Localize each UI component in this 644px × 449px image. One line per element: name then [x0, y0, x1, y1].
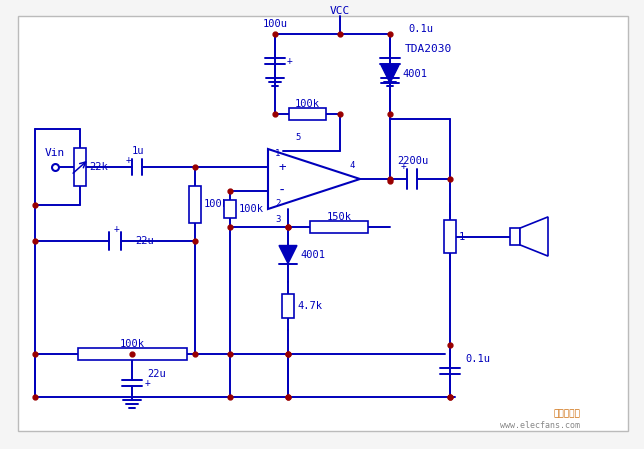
Text: 2: 2: [275, 199, 280, 208]
Text: 1: 1: [275, 150, 280, 158]
Bar: [78, 348, 187, 360]
Text: 150k: 150k: [327, 212, 352, 222]
Bar: [444, 220, 456, 253]
Text: +: +: [144, 378, 151, 388]
Text: 100k: 100k: [120, 339, 145, 349]
Text: Vin: Vin: [45, 148, 65, 158]
Text: 22u: 22u: [135, 236, 154, 246]
Polygon shape: [268, 149, 360, 209]
Text: 4.7k: 4.7k: [297, 301, 322, 311]
Text: +: +: [287, 56, 293, 66]
Text: +: +: [401, 161, 406, 171]
Text: 电子发烧友: 电子发烧友: [553, 409, 580, 418]
Polygon shape: [381, 65, 399, 83]
Bar: [289, 108, 326, 120]
Text: 1u: 1u: [131, 146, 144, 156]
Text: 100k: 100k: [204, 199, 229, 209]
Text: 100k: 100k: [239, 204, 264, 214]
Text: www.elecfans.com: www.elecfans.com: [500, 421, 580, 430]
Text: 3: 3: [275, 215, 280, 224]
Text: 2200u: 2200u: [397, 156, 428, 166]
Text: 5: 5: [296, 132, 301, 141]
Text: 0.1u: 0.1u: [408, 24, 433, 34]
Text: 100k: 100k: [295, 99, 320, 109]
Bar: [310, 221, 368, 233]
Text: +: +: [126, 155, 131, 165]
Text: VCC: VCC: [330, 6, 350, 16]
Text: +: +: [114, 224, 120, 234]
Text: 22u: 22u: [147, 369, 166, 379]
Text: 0.1u: 0.1u: [465, 353, 490, 364]
Polygon shape: [279, 246, 297, 264]
Text: TDA2030: TDA2030: [405, 44, 452, 54]
Text: -: -: [278, 184, 286, 198]
Bar: [74, 148, 86, 186]
Text: 100u: 100u: [263, 19, 287, 29]
Bar: [189, 185, 201, 223]
Text: 1: 1: [459, 232, 465, 242]
Text: 4001: 4001: [402, 69, 427, 79]
Polygon shape: [520, 217, 548, 256]
Bar: [510, 228, 520, 245]
Text: 22k: 22k: [89, 162, 108, 172]
Bar: [224, 200, 236, 218]
Text: 4: 4: [349, 160, 355, 170]
Text: 4001: 4001: [300, 250, 325, 260]
Bar: [282, 294, 294, 318]
Text: +: +: [278, 160, 286, 173]
